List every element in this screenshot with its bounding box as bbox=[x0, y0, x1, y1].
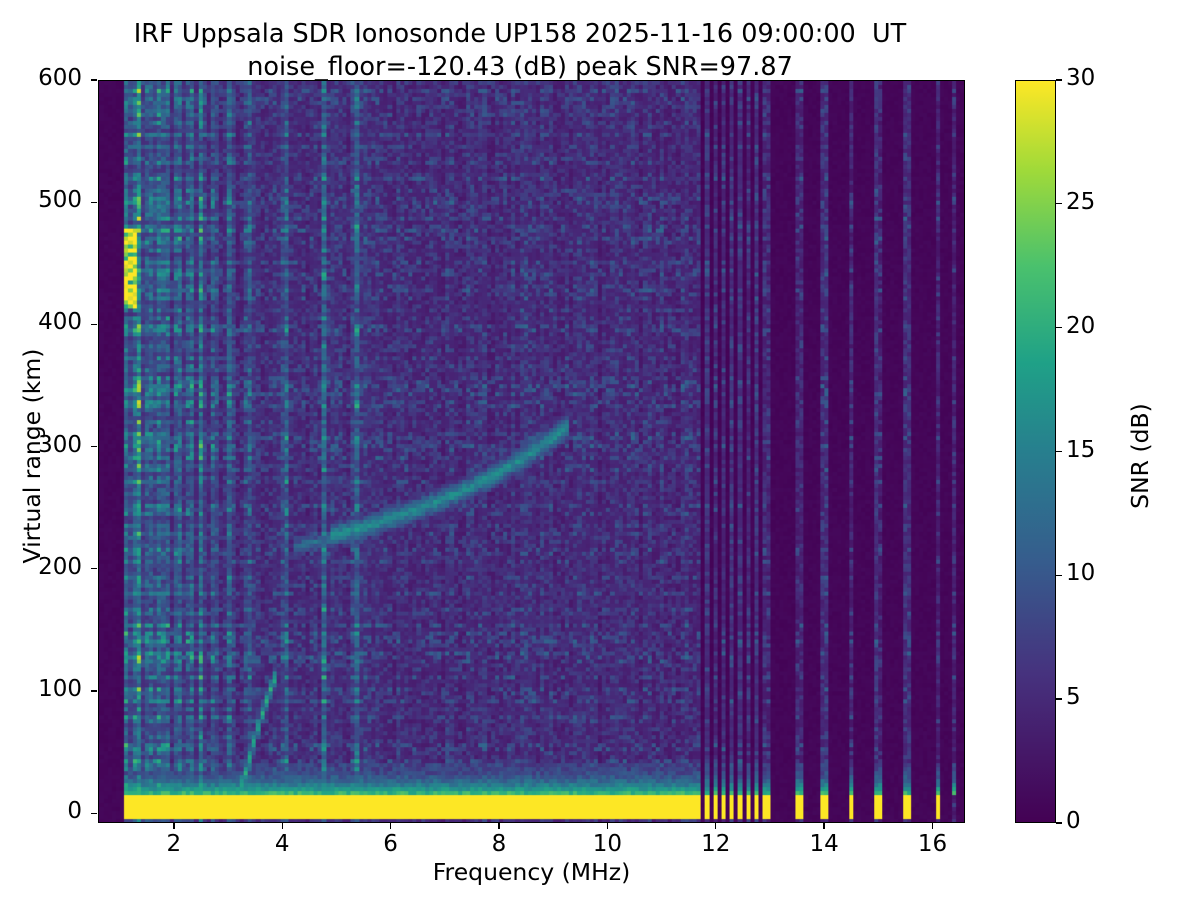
x-tick-label: 4 bbox=[274, 831, 290, 857]
colorbar-tick-label: 0 bbox=[1066, 808, 1081, 834]
x-tick-label: 2 bbox=[166, 831, 182, 857]
x-tick bbox=[498, 823, 500, 829]
x-tick bbox=[715, 823, 717, 829]
x-tick bbox=[606, 823, 608, 829]
colorbar-tick bbox=[1056, 450, 1062, 453]
y-tick bbox=[91, 812, 97, 814]
y-tick bbox=[91, 690, 97, 692]
y-tick bbox=[91, 201, 97, 203]
y-tick-label: 600 bbox=[38, 65, 82, 91]
colorbar-tick bbox=[1056, 326, 1062, 329]
x-tick bbox=[823, 823, 825, 829]
colorbar-tick-label: 30 bbox=[1066, 65, 1096, 91]
x-tick bbox=[389, 823, 392, 829]
colorbar-tick bbox=[1056, 698, 1062, 700]
x-tick bbox=[281, 823, 283, 829]
x-tick-label: 14 bbox=[809, 831, 839, 857]
x-tick bbox=[173, 823, 175, 829]
x-tick bbox=[931, 823, 934, 829]
ionogram-plot-area bbox=[98, 80, 965, 823]
y-tick-label: 500 bbox=[38, 187, 82, 214]
colorbar-label: SNR (dB) bbox=[1126, 403, 1154, 509]
colorbar-tick-label: 15 bbox=[1066, 436, 1096, 463]
colorbar-tick-label: 20 bbox=[1066, 312, 1096, 339]
colorbar-tick bbox=[1056, 574, 1062, 576]
colorbar-tick bbox=[1056, 79, 1062, 81]
y-tick-label: 200 bbox=[38, 553, 82, 580]
x-tick-label: 6 bbox=[383, 831, 398, 857]
y-tick bbox=[91, 568, 97, 570]
y-tick bbox=[91, 79, 97, 81]
x-axis-label: Frequency (MHz) bbox=[432, 858, 631, 886]
y-tick-label: 400 bbox=[38, 309, 82, 336]
y-tick bbox=[91, 323, 97, 326]
y-tick-label: 100 bbox=[38, 676, 82, 703]
figure-title: IRF Uppsala SDR Ionosonde UP158 2025-11-… bbox=[0, 18, 1040, 84]
colorbar bbox=[1015, 80, 1056, 823]
x-tick-label: 10 bbox=[592, 831, 622, 857]
y-tick-label: 0 bbox=[67, 798, 82, 825]
colorbar-tick bbox=[1056, 822, 1062, 824]
ionogram-heatmap bbox=[99, 81, 964, 822]
x-tick-label: 12 bbox=[701, 831, 731, 857]
x-tick-label: 8 bbox=[491, 831, 507, 857]
colorbar-tick-label: 5 bbox=[1066, 684, 1081, 711]
colorbar-tick-label: 10 bbox=[1066, 560, 1096, 587]
x-tick-label: 16 bbox=[917, 831, 948, 857]
y-tick-label: 300 bbox=[38, 431, 82, 458]
y-tick bbox=[91, 445, 97, 448]
title-line-1: IRF Uppsala SDR Ionosonde UP158 2025-11-… bbox=[133, 19, 907, 49]
colorbar-tick bbox=[1056, 203, 1062, 205]
colorbar-tick-label: 25 bbox=[1066, 188, 1096, 215]
